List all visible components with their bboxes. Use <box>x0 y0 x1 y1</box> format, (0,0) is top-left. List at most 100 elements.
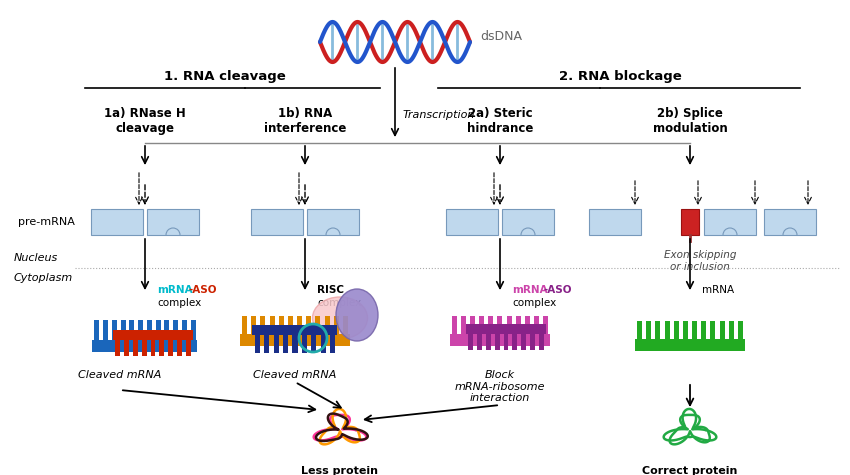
Bar <box>637 321 642 339</box>
Bar <box>93 340 197 352</box>
Bar <box>330 335 336 352</box>
Bar <box>530 334 536 350</box>
Bar <box>315 316 320 334</box>
Text: dsDNA: dsDNA <box>480 30 522 44</box>
Bar <box>115 340 120 356</box>
Bar <box>728 321 734 339</box>
Text: complex: complex <box>157 298 201 308</box>
Bar <box>704 209 756 235</box>
Bar <box>513 334 518 350</box>
Text: Block
mRNA-ribosome
interaction: Block mRNA-ribosome interaction <box>455 370 545 403</box>
Text: Exon skipping
or inclusion: Exon skipping or inclusion <box>664 250 736 272</box>
Bar <box>503 334 508 350</box>
Bar <box>462 316 466 334</box>
Bar <box>683 321 688 339</box>
Bar <box>242 316 247 334</box>
Text: 2b) Splice
modulation: 2b) Splice modulation <box>653 107 728 135</box>
Bar <box>450 334 550 346</box>
Bar <box>264 335 269 352</box>
Text: Nucleus: Nucleus <box>14 253 59 263</box>
Bar <box>292 335 298 352</box>
Text: Less protein
production: Less protein production <box>302 466 378 475</box>
Text: 1. RNA cleavage: 1. RNA cleavage <box>164 70 286 83</box>
Text: 2a) Steric
hindrance: 2a) Steric hindrance <box>467 107 533 135</box>
Bar <box>269 316 275 334</box>
Bar <box>112 320 116 340</box>
Text: complex: complex <box>317 298 361 308</box>
Bar <box>446 209 498 235</box>
Bar <box>502 209 554 235</box>
Bar <box>635 339 745 351</box>
Bar <box>260 316 265 334</box>
Bar <box>497 316 502 334</box>
Bar <box>252 325 337 335</box>
Bar <box>240 334 350 346</box>
Bar <box>147 209 199 235</box>
Text: Correct protein
production: Correct protein production <box>643 466 738 475</box>
Text: -ASO: -ASO <box>189 285 218 295</box>
Text: Cleaved mRNA: Cleaved mRNA <box>78 370 162 380</box>
Bar <box>646 321 651 339</box>
Bar <box>164 320 169 340</box>
Text: -ASO: -ASO <box>544 285 573 295</box>
Bar <box>681 209 699 235</box>
Bar <box>283 335 288 352</box>
Bar <box>182 320 187 340</box>
Bar <box>251 209 303 235</box>
Bar <box>186 340 191 356</box>
Bar <box>343 316 348 334</box>
Bar <box>495 334 500 350</box>
Bar <box>516 316 521 334</box>
Bar <box>701 321 706 339</box>
Bar <box>543 316 548 334</box>
Bar <box>320 335 326 352</box>
Bar <box>142 340 146 356</box>
Bar <box>297 316 302 334</box>
Bar <box>479 316 484 334</box>
Bar <box>665 321 670 339</box>
Bar <box>288 316 293 334</box>
Bar <box>150 340 156 356</box>
Bar <box>147 320 152 340</box>
Bar <box>133 340 138 356</box>
Ellipse shape <box>336 289 378 341</box>
Bar <box>711 321 716 339</box>
Ellipse shape <box>313 297 367 339</box>
Bar <box>173 320 178 340</box>
Bar <box>720 321 724 339</box>
Bar <box>274 335 279 352</box>
Bar <box>91 209 143 235</box>
Text: mRNA: mRNA <box>702 285 734 295</box>
Bar <box>466 324 546 334</box>
Bar <box>524 316 530 334</box>
Bar <box>139 320 143 340</box>
Bar <box>655 321 660 339</box>
Bar <box>589 209 641 235</box>
Text: 2. RNA blockage: 2. RNA blockage <box>558 70 682 83</box>
Text: mRNA: mRNA <box>512 285 547 295</box>
Bar <box>521 334 526 350</box>
Bar <box>674 321 679 339</box>
Text: Cytoplasm: Cytoplasm <box>14 273 73 283</box>
Text: RISC: RISC <box>317 285 344 295</box>
Text: mRNA: mRNA <box>157 285 193 295</box>
Text: Transcription: Transcription <box>403 110 475 120</box>
Bar <box>489 316 493 334</box>
Text: Cleaved mRNA: Cleaved mRNA <box>253 370 337 380</box>
Bar <box>539 334 544 350</box>
Bar <box>156 320 161 340</box>
Bar <box>94 320 99 340</box>
Bar <box>302 335 307 352</box>
Bar <box>190 320 196 340</box>
Bar <box>160 340 164 356</box>
Bar <box>113 330 193 340</box>
Text: 1b) RNA
interference: 1b) RNA interference <box>264 107 346 135</box>
Bar <box>177 340 182 356</box>
Bar <box>738 321 743 339</box>
Bar <box>279 316 284 334</box>
Bar <box>325 316 330 334</box>
Bar <box>477 334 482 350</box>
Bar <box>470 316 475 334</box>
Bar <box>168 340 173 356</box>
Bar <box>307 209 359 235</box>
